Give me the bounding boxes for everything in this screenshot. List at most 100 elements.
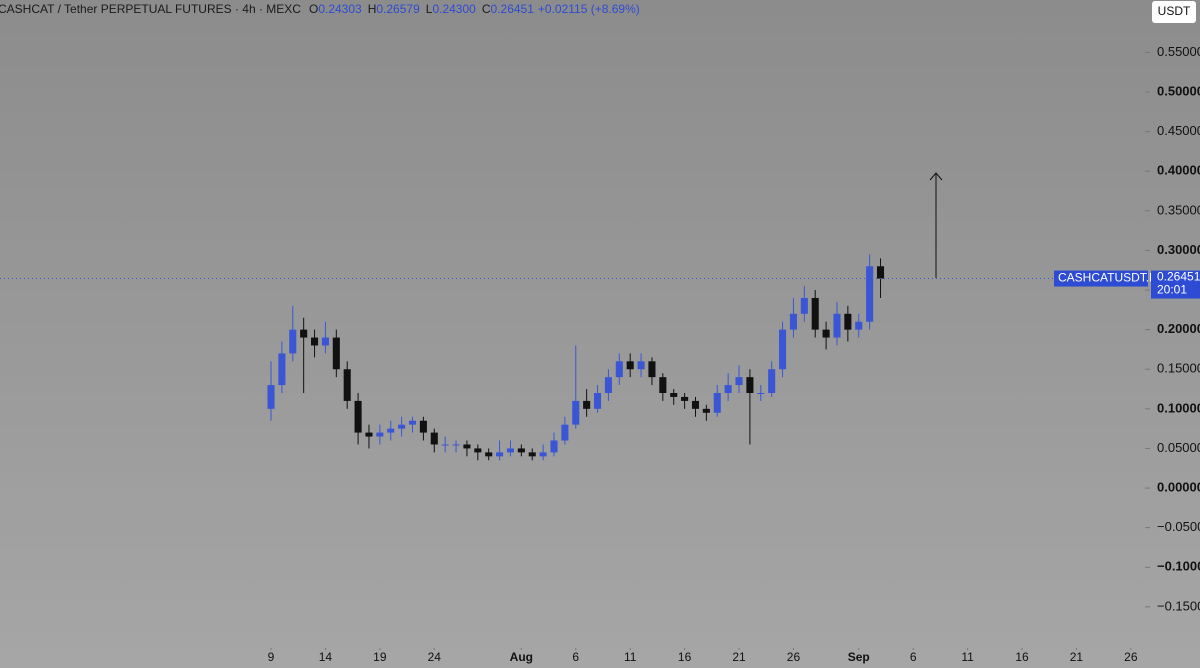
candle-body <box>593 392 602 409</box>
change: +0.02115 (+8.69%) <box>538 2 640 16</box>
candle-body <box>332 337 340 370</box>
candle-body <box>365 432 373 437</box>
candle-body <box>398 424 406 429</box>
candle-body <box>800 297 808 314</box>
candle-body <box>572 400 580 425</box>
o-label: O <box>309 2 318 16</box>
candle-body <box>311 337 319 346</box>
x-tick-label: Aug <box>510 650 533 664</box>
candle-body <box>452 444 460 446</box>
candle-body <box>789 313 797 330</box>
y-tick-label: 0.45000 <box>1157 123 1200 138</box>
x-tick-label: 24 <box>428 650 442 664</box>
candle-body <box>735 377 743 386</box>
y-tick-label: 0.05000 <box>1157 440 1200 455</box>
y-tick-label: 0.10000 <box>1157 400 1200 415</box>
x-tick-label: 14 <box>319 650 333 664</box>
arrow-head <box>929 172 943 181</box>
x-tick-label: 16 <box>678 650 692 664</box>
price-badge <box>1151 270 1200 299</box>
candle-body <box>463 444 471 449</box>
candle-body <box>844 313 852 330</box>
candle-body <box>746 377 754 393</box>
candle-body <box>583 400 591 409</box>
y-tick-label: 0.40000 <box>1157 163 1200 178</box>
x-tick-label: 21 <box>732 650 746 664</box>
candle-body <box>474 448 482 453</box>
x-tick-label: 9 <box>268 650 275 664</box>
candle-body <box>724 385 732 393</box>
candle-body <box>659 377 667 393</box>
candle-body <box>822 329 830 338</box>
candle-body <box>550 440 558 453</box>
candle-body <box>343 369 351 401</box>
candle-body <box>626 361 634 370</box>
candle-body <box>354 400 362 433</box>
candle-body <box>430 432 438 445</box>
x-tick-label: 21 <box>1070 650 1084 664</box>
y-tick-label: 0.35000 <box>1157 202 1200 217</box>
y-tick-label: 0.00000 <box>1157 479 1200 494</box>
candle-body <box>539 452 547 457</box>
y-tick-label: −0.15000 <box>1157 598 1200 613</box>
y-tick-label: −0.05000 <box>1157 519 1200 534</box>
x-tick-label: 11 <box>961 650 974 664</box>
header-title: CASHCAT / Tether PERPETUAL FUTURES · 4h … <box>0 2 301 16</box>
candle-body <box>496 452 504 457</box>
candle-body <box>702 408 710 413</box>
l-label: L <box>426 2 433 16</box>
candle-body <box>833 313 841 338</box>
x-tick-label: 16 <box>1015 650 1029 664</box>
x-tick-label: 6 <box>910 650 917 664</box>
c-value: 0.26451 <box>491 2 535 16</box>
candle-body <box>387 428 395 433</box>
y-tick-label: 0.50000 <box>1157 83 1200 98</box>
c-label: C <box>482 2 491 16</box>
candle-body <box>713 392 721 413</box>
x-tick-label: Sep <box>848 650 870 664</box>
candle-body <box>300 329 308 338</box>
candle-body <box>419 420 427 433</box>
candle-body <box>561 424 569 441</box>
x-tick-label: 26 <box>1124 650 1138 664</box>
candle-body <box>811 297 819 330</box>
candle-body <box>528 452 536 457</box>
y-tick-label: 0.15000 <box>1157 361 1200 376</box>
candle-body <box>506 448 514 453</box>
x-tick-label: 11 <box>624 650 637 664</box>
candle-body <box>604 377 612 393</box>
candle-body <box>615 361 623 378</box>
candle-body <box>681 396 689 401</box>
candle-body <box>441 444 449 446</box>
price-label: 0.26451 <box>1157 270 1200 284</box>
candle-body <box>876 266 885 279</box>
candle-body <box>376 432 384 437</box>
candle-body <box>321 337 329 346</box>
candle-body <box>866 266 874 322</box>
y-tick-label: −0.10000 <box>1157 559 1200 574</box>
o-value: 0.24303 <box>318 2 362 16</box>
candle-body <box>648 361 656 378</box>
candle-body <box>670 392 678 397</box>
h-label: H <box>368 2 377 16</box>
symbol-label: CASHCATUSDT.P <box>1058 271 1157 285</box>
candle-body <box>637 361 645 370</box>
y-tick-label: 0.20000 <box>1157 321 1200 336</box>
candle-body <box>267 385 275 409</box>
header: CASHCAT / Tether PERPETUAL FUTURES · 4h … <box>0 2 640 16</box>
candle-body <box>289 329 297 354</box>
candle-body <box>757 392 765 394</box>
y-tick-label: 0.30000 <box>1157 242 1200 257</box>
plot: 0.55000 0.50000 0.45000 0.40000 0.35000 0.300… <box>0 44 1200 664</box>
countdown: 20:01 <box>1157 283 1187 297</box>
x-tick-label: 19 <box>373 650 387 664</box>
candle-body <box>517 448 525 453</box>
currency[interactable]: USDT <box>1158 4 1191 18</box>
candle-body <box>691 400 700 409</box>
candle-body <box>779 329 787 370</box>
candle-body <box>768 369 776 393</box>
currency-button[interactable] <box>1152 1 1196 23</box>
